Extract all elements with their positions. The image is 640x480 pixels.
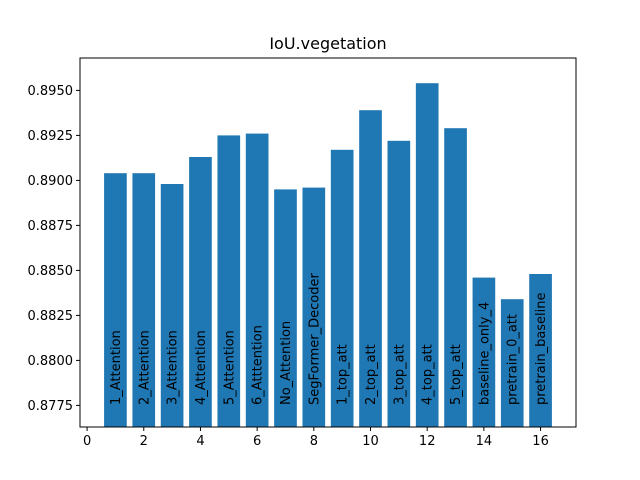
bar-label-3_top_att: 3_top_att xyxy=(392,344,407,405)
bar-label-pretrain_0_att: pretrain_0_att xyxy=(506,314,521,405)
chart-title: IoU.vegetation xyxy=(269,34,386,53)
y-tick-label: 0.8775 xyxy=(28,399,74,414)
x-tick-label: 12 xyxy=(419,434,436,449)
bar-label-2_top_att: 2_top_att xyxy=(364,344,379,405)
bar-5_top_att xyxy=(444,128,467,427)
bar-baseline_only_4 xyxy=(472,277,496,427)
bar-label-3_Attention: 3_Attention xyxy=(166,330,181,405)
bar-6_Atttention xyxy=(245,133,269,427)
bar-label-4_top_att: 4_top_att xyxy=(421,344,436,405)
bar-SegFormer_Decoder xyxy=(302,187,326,427)
bar-label-1_Attention: 1_Attention xyxy=(109,330,124,405)
bar-4_Attention xyxy=(189,157,212,427)
x-tick-label: 0 xyxy=(83,434,91,449)
y-tick-label: 0.8825 xyxy=(28,309,74,324)
y-tick-label: 0.8950 xyxy=(28,84,74,99)
bars-group xyxy=(104,83,552,428)
bar-pretrain_baseline xyxy=(529,274,552,427)
plot-frame xyxy=(79,57,577,428)
x-tick-label: 14 xyxy=(476,434,493,449)
bar-3_Attention xyxy=(160,184,184,427)
x-axis: 0 2 4 6 8 10 12 14 16 xyxy=(83,427,549,449)
bar-label-2_Attention: 2_Attention xyxy=(137,330,152,405)
bar-1_Attention xyxy=(104,173,127,427)
y-tick-label: 0.8800 xyxy=(28,354,74,369)
bar-label-baseline_only_4: baseline_only_4 xyxy=(477,302,492,405)
bar-label-6_Atttention: 6_Atttention xyxy=(251,325,266,405)
bar-label-5_Attention: 5_Attention xyxy=(222,330,237,405)
y-tick-label: 0.8850 xyxy=(28,264,74,279)
y-tick-label: 0.8875 xyxy=(28,219,74,234)
y-tick-label: 0.8900 xyxy=(28,174,74,189)
y-tick-label: 0.8925 xyxy=(28,129,74,144)
bar-label-No_Attention: No_Attention xyxy=(279,321,294,405)
bar-3_top_att xyxy=(387,140,411,428)
bar-label-1_top_att: 1_top_att xyxy=(336,344,351,405)
bar-2_Attention xyxy=(132,173,156,427)
x-tick-label: 6 xyxy=(253,434,261,449)
x-tick-label: 16 xyxy=(532,434,549,449)
bar-pretrain_0_att xyxy=(500,299,524,427)
x-tick-label: 10 xyxy=(362,434,379,449)
bar-1_top_att xyxy=(330,149,354,428)
bar-5_Attention xyxy=(217,135,241,427)
bar-labels-group: 1_Attention 2_Attention 3_Attention 4_Atten… xyxy=(109,273,549,405)
bar-label-4_Attention: 4_Attention xyxy=(194,330,209,405)
bar-No_Attention xyxy=(274,189,297,427)
y-axis: 0.8775 0.8800 0.8825 0.8850 0.8875 0.8900 0.89… xyxy=(28,84,80,414)
bar-4_top_att xyxy=(415,83,439,427)
bar-label-pretrain_baseline: pretrain_baseline xyxy=(534,292,549,405)
bar-label-SegFormer_Decoder: SegFormer_Decoder xyxy=(307,273,322,405)
x-tick-label: 4 xyxy=(196,434,204,449)
bar-2_top_att xyxy=(359,110,382,427)
x-tick-label: 2 xyxy=(140,434,148,449)
x-tick-label: 8 xyxy=(310,434,318,449)
bar-label-5_top_att: 5_top_att xyxy=(449,344,464,405)
